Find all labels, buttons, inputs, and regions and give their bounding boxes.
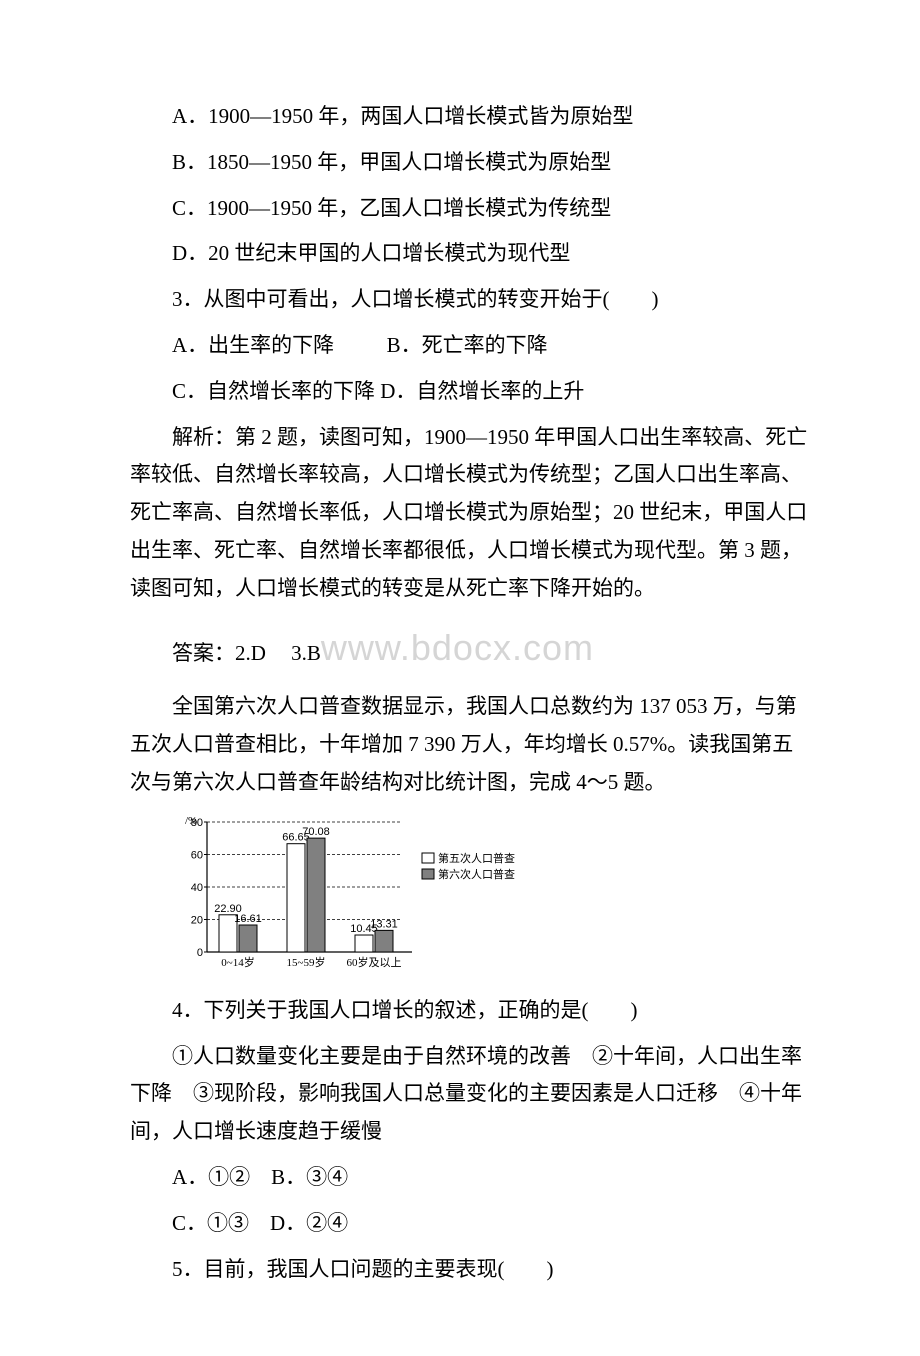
svg-text:0: 0 bbox=[197, 947, 203, 959]
bar-chart-svg: /%02040608022.9016.610~14岁66.6570.0815~5… bbox=[172, 812, 572, 982]
intro-2: 全国第六次人口普查数据显示，我国人口总数约为 137 053 万，与第五次人口普… bbox=[130, 688, 810, 801]
watermark-text: www.bdocx.com bbox=[321, 627, 594, 668]
option-3d: D．自然增长率的上升 bbox=[380, 379, 584, 403]
question-4-body: ①人口数量变化主要是由于自然环境的改善 ②十年间，人口出生率下降 ③现阶段，影响… bbox=[130, 1038, 810, 1151]
svg-text:13.31: 13.31 bbox=[370, 918, 398, 930]
page-content: A．1900—1950 年，两国人口增长模式皆为原始型 B．1850—1950 … bbox=[0, 0, 920, 1356]
svg-text:15~59岁: 15~59岁 bbox=[287, 955, 326, 969]
question-4-stem: 4．下列关于我国人口增长的叙述，正确的是( ) bbox=[130, 992, 810, 1030]
svg-text:第六次人口普查: 第六次人口普查 bbox=[438, 867, 515, 881]
svg-text:60: 60 bbox=[191, 849, 203, 861]
answer-line-1: 答案：2.D 3.Bwww.bdocx.com bbox=[130, 616, 810, 681]
option-2b: B．1850—1950 年，甲国人口增长模式为原始型 bbox=[130, 144, 810, 182]
option-4c: C．①③ bbox=[172, 1211, 249, 1235]
option-4a: A．①② bbox=[172, 1165, 250, 1189]
question-3-cd: C．自然增长率的下降 D．自然增长率的上升 bbox=[130, 373, 810, 411]
answer-3b: 3.B bbox=[291, 641, 321, 665]
question-4-cd: C．①③ D．②④ bbox=[130, 1205, 810, 1243]
answer-2d: 答案：2.D bbox=[172, 641, 266, 665]
svg-text:20: 20 bbox=[191, 914, 203, 926]
svg-text:80: 80 bbox=[191, 817, 203, 829]
svg-text:40: 40 bbox=[191, 882, 203, 894]
question-5-stem: 5．目前，我国人口问题的主要表现( ) bbox=[130, 1251, 810, 1289]
option-3a: A．出生率的下降 bbox=[172, 333, 334, 357]
question-4-ab: A．①② B．③④ bbox=[130, 1159, 810, 1197]
option-2a: A．1900—1950 年，两国人口增长模式皆为原始型 bbox=[130, 98, 810, 136]
question-3-stem: 3．从图中可看出，人口增长模式的转变开始于( ) bbox=[130, 281, 810, 319]
svg-text:0~14岁: 0~14岁 bbox=[221, 955, 254, 969]
svg-text:第五次人口普查: 第五次人口普查 bbox=[438, 851, 515, 865]
option-4b: B．③④ bbox=[271, 1165, 348, 1189]
option-4d: D．②④ bbox=[270, 1211, 348, 1235]
svg-text:16.61: 16.61 bbox=[234, 913, 262, 925]
question-3-ab: A．出生率的下降 B．死亡率的下降 bbox=[130, 327, 810, 365]
option-3b: B．死亡率的下降 bbox=[387, 333, 548, 357]
option-2c: C．1900—1950 年，乙国人口增长模式为传统型 bbox=[130, 190, 810, 228]
explanation-1: 解析：第 2 题，读图可知，1900—1950 年甲国人口出生率较高、死亡率较低… bbox=[130, 419, 810, 608]
census-bar-chart: /%02040608022.9016.610~14岁66.6570.0815~5… bbox=[172, 812, 810, 982]
svg-text:60岁及以上: 60岁及以上 bbox=[347, 955, 402, 969]
svg-text:70.08: 70.08 bbox=[302, 826, 330, 838]
option-3c: C．自然增长率的下降 bbox=[172, 379, 375, 403]
option-2d: D．20 世纪末甲国的人口增长模式为现代型 bbox=[130, 235, 810, 273]
